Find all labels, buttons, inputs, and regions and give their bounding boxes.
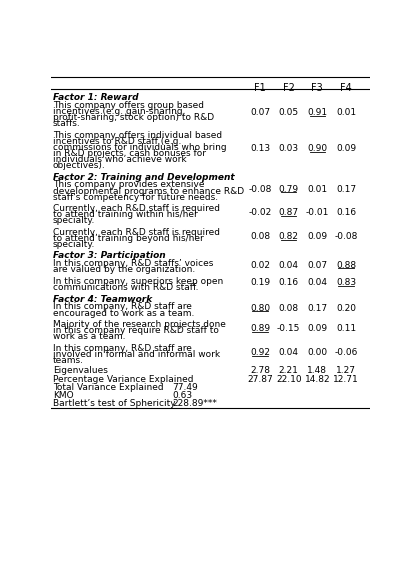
Text: Factor 1: Reward: Factor 1: Reward [53,93,139,102]
Text: 0.08: 0.08 [250,232,270,241]
Text: commissions for individuals who bring: commissions for individuals who bring [53,143,226,152]
Text: 0.16: 0.16 [279,278,299,287]
Text: Factor 3: Participation: Factor 3: Participation [53,251,166,261]
Text: 0.92: 0.92 [250,348,270,357]
Text: profit-sharing, stock option) to R&D: profit-sharing, stock option) to R&D [53,113,214,122]
Text: This company provides extensive: This company provides extensive [53,180,204,189]
Text: In this company, R&D staff are: In this company, R&D staff are [53,302,192,312]
Text: Factor 4: Teamwork: Factor 4: Teamwork [53,295,152,304]
Text: KMO: KMO [53,391,74,400]
Text: -0.15: -0.15 [277,324,300,333]
Text: -0.08: -0.08 [248,185,272,193]
Text: Eigenvalues: Eigenvalues [53,366,108,375]
Text: 0.16: 0.16 [336,208,356,217]
Text: 0.79: 0.79 [279,185,299,193]
Text: teams.: teams. [53,356,84,365]
Text: F1: F1 [254,83,266,93]
Text: 0.09: 0.09 [307,232,328,241]
Text: 27.87: 27.87 [247,375,273,384]
Text: 0.80: 0.80 [250,304,270,312]
Text: 77.49: 77.49 [173,383,198,392]
Text: 0.04: 0.04 [307,278,327,287]
Text: 0.91: 0.91 [307,108,328,117]
Text: objectives).: objectives). [53,161,106,170]
Text: 0.00: 0.00 [307,348,328,357]
Text: 0.04: 0.04 [279,348,299,357]
Text: 0.17: 0.17 [307,304,328,312]
Text: This company offers individual based: This company offers individual based [53,131,222,139]
Text: staff's competency for future needs.: staff's competency for future needs. [53,193,218,202]
Text: 0.05: 0.05 [279,108,299,117]
Text: -0.06: -0.06 [334,348,358,357]
Text: in this company require R&D staff to: in this company require R&D staff to [53,326,219,335]
Text: 0.09: 0.09 [307,324,328,333]
Text: 228.89***: 228.89*** [173,399,217,408]
Text: 0.89: 0.89 [250,324,270,333]
Text: individuals who achieve work: individuals who achieve work [53,155,187,164]
Text: in R&D projects, cash bonuses for: in R&D projects, cash bonuses for [53,149,206,158]
Text: 0.01: 0.01 [336,108,356,117]
Text: involved in formal and informal work: involved in formal and informal work [53,350,220,359]
Text: are valued by the organization.: are valued by the organization. [53,265,195,274]
Text: Currently, each R&D staff is required: Currently, each R&D staff is required [53,204,220,213]
Text: 0.87: 0.87 [279,208,299,217]
Text: F2: F2 [283,83,295,93]
Text: 0.88: 0.88 [336,261,356,270]
Text: incentives (e.g. gain-sharing,: incentives (e.g. gain-sharing, [53,107,185,116]
Text: incentives to R&D staff (e.g.: incentives to R&D staff (e.g. [53,137,181,146]
Text: specialty.: specialty. [53,216,95,225]
Text: 1.48: 1.48 [307,366,327,375]
Text: 0.04: 0.04 [279,261,299,270]
Text: 0.13: 0.13 [250,144,270,153]
Text: communications with R&D staff.: communications with R&D staff. [53,283,199,292]
Text: Bartlett’s test of Sphericity: Bartlett’s test of Sphericity [53,399,175,408]
Text: In this company, R&D staff are: In this company, R&D staff are [53,344,192,353]
Text: 14.82: 14.82 [305,375,330,384]
Text: Factor 2: Training and Development: Factor 2: Training and Development [53,172,235,182]
Text: Currently, each R&D staff is required: Currently, each R&D staff is required [53,228,220,237]
Text: -0.02: -0.02 [248,208,272,217]
Text: 0.19: 0.19 [250,278,270,287]
Text: to attend training within his/her: to attend training within his/her [53,210,198,219]
Text: work as a team.: work as a team. [53,332,125,341]
Text: 12.71: 12.71 [333,375,359,384]
Text: In this company, R&D staffs’ voices: In this company, R&D staffs’ voices [53,260,213,268]
Text: In this company, superiors keep open: In this company, superiors keep open [53,277,223,286]
Text: 0.07: 0.07 [307,261,328,270]
Text: developmental programs to enhance R&D: developmental programs to enhance R&D [53,186,244,196]
Text: 0.02: 0.02 [250,261,270,270]
Text: encouraged to work as a team.: encouraged to work as a team. [53,309,194,318]
Text: 0.20: 0.20 [336,304,356,312]
Text: 0.82: 0.82 [279,232,299,241]
Text: 2.78: 2.78 [250,366,270,375]
Text: 0.17: 0.17 [336,185,356,193]
Text: 0.83: 0.83 [336,278,356,287]
Text: F3: F3 [312,83,323,93]
Text: 0.03: 0.03 [279,144,299,153]
Text: to attend training beyond his/her: to attend training beyond his/her [53,234,204,243]
Text: 1.27: 1.27 [336,366,356,375]
Text: Majority of the research projects done: Majority of the research projects done [53,320,226,329]
Text: staffs.: staffs. [53,119,81,128]
Text: -0.01: -0.01 [306,208,329,217]
Text: This company offers group based: This company offers group based [53,101,204,110]
Text: -0.08: -0.08 [334,232,358,241]
Text: specialty.: specialty. [53,240,95,249]
Text: 0.11: 0.11 [336,324,356,333]
Text: 0.01: 0.01 [307,185,328,193]
Text: 2.21: 2.21 [279,366,299,375]
Text: 0.09: 0.09 [336,144,356,153]
Text: F4: F4 [340,83,352,93]
Text: 0.08: 0.08 [279,304,299,312]
Text: Total Variance Explained: Total Variance Explained [53,383,164,392]
Text: 0.90: 0.90 [307,144,328,153]
Text: 0.63: 0.63 [173,391,192,400]
Text: 22.10: 22.10 [276,375,302,384]
Text: Percentage Variance Explained: Percentage Variance Explained [53,375,194,384]
Text: 0.07: 0.07 [250,108,270,117]
